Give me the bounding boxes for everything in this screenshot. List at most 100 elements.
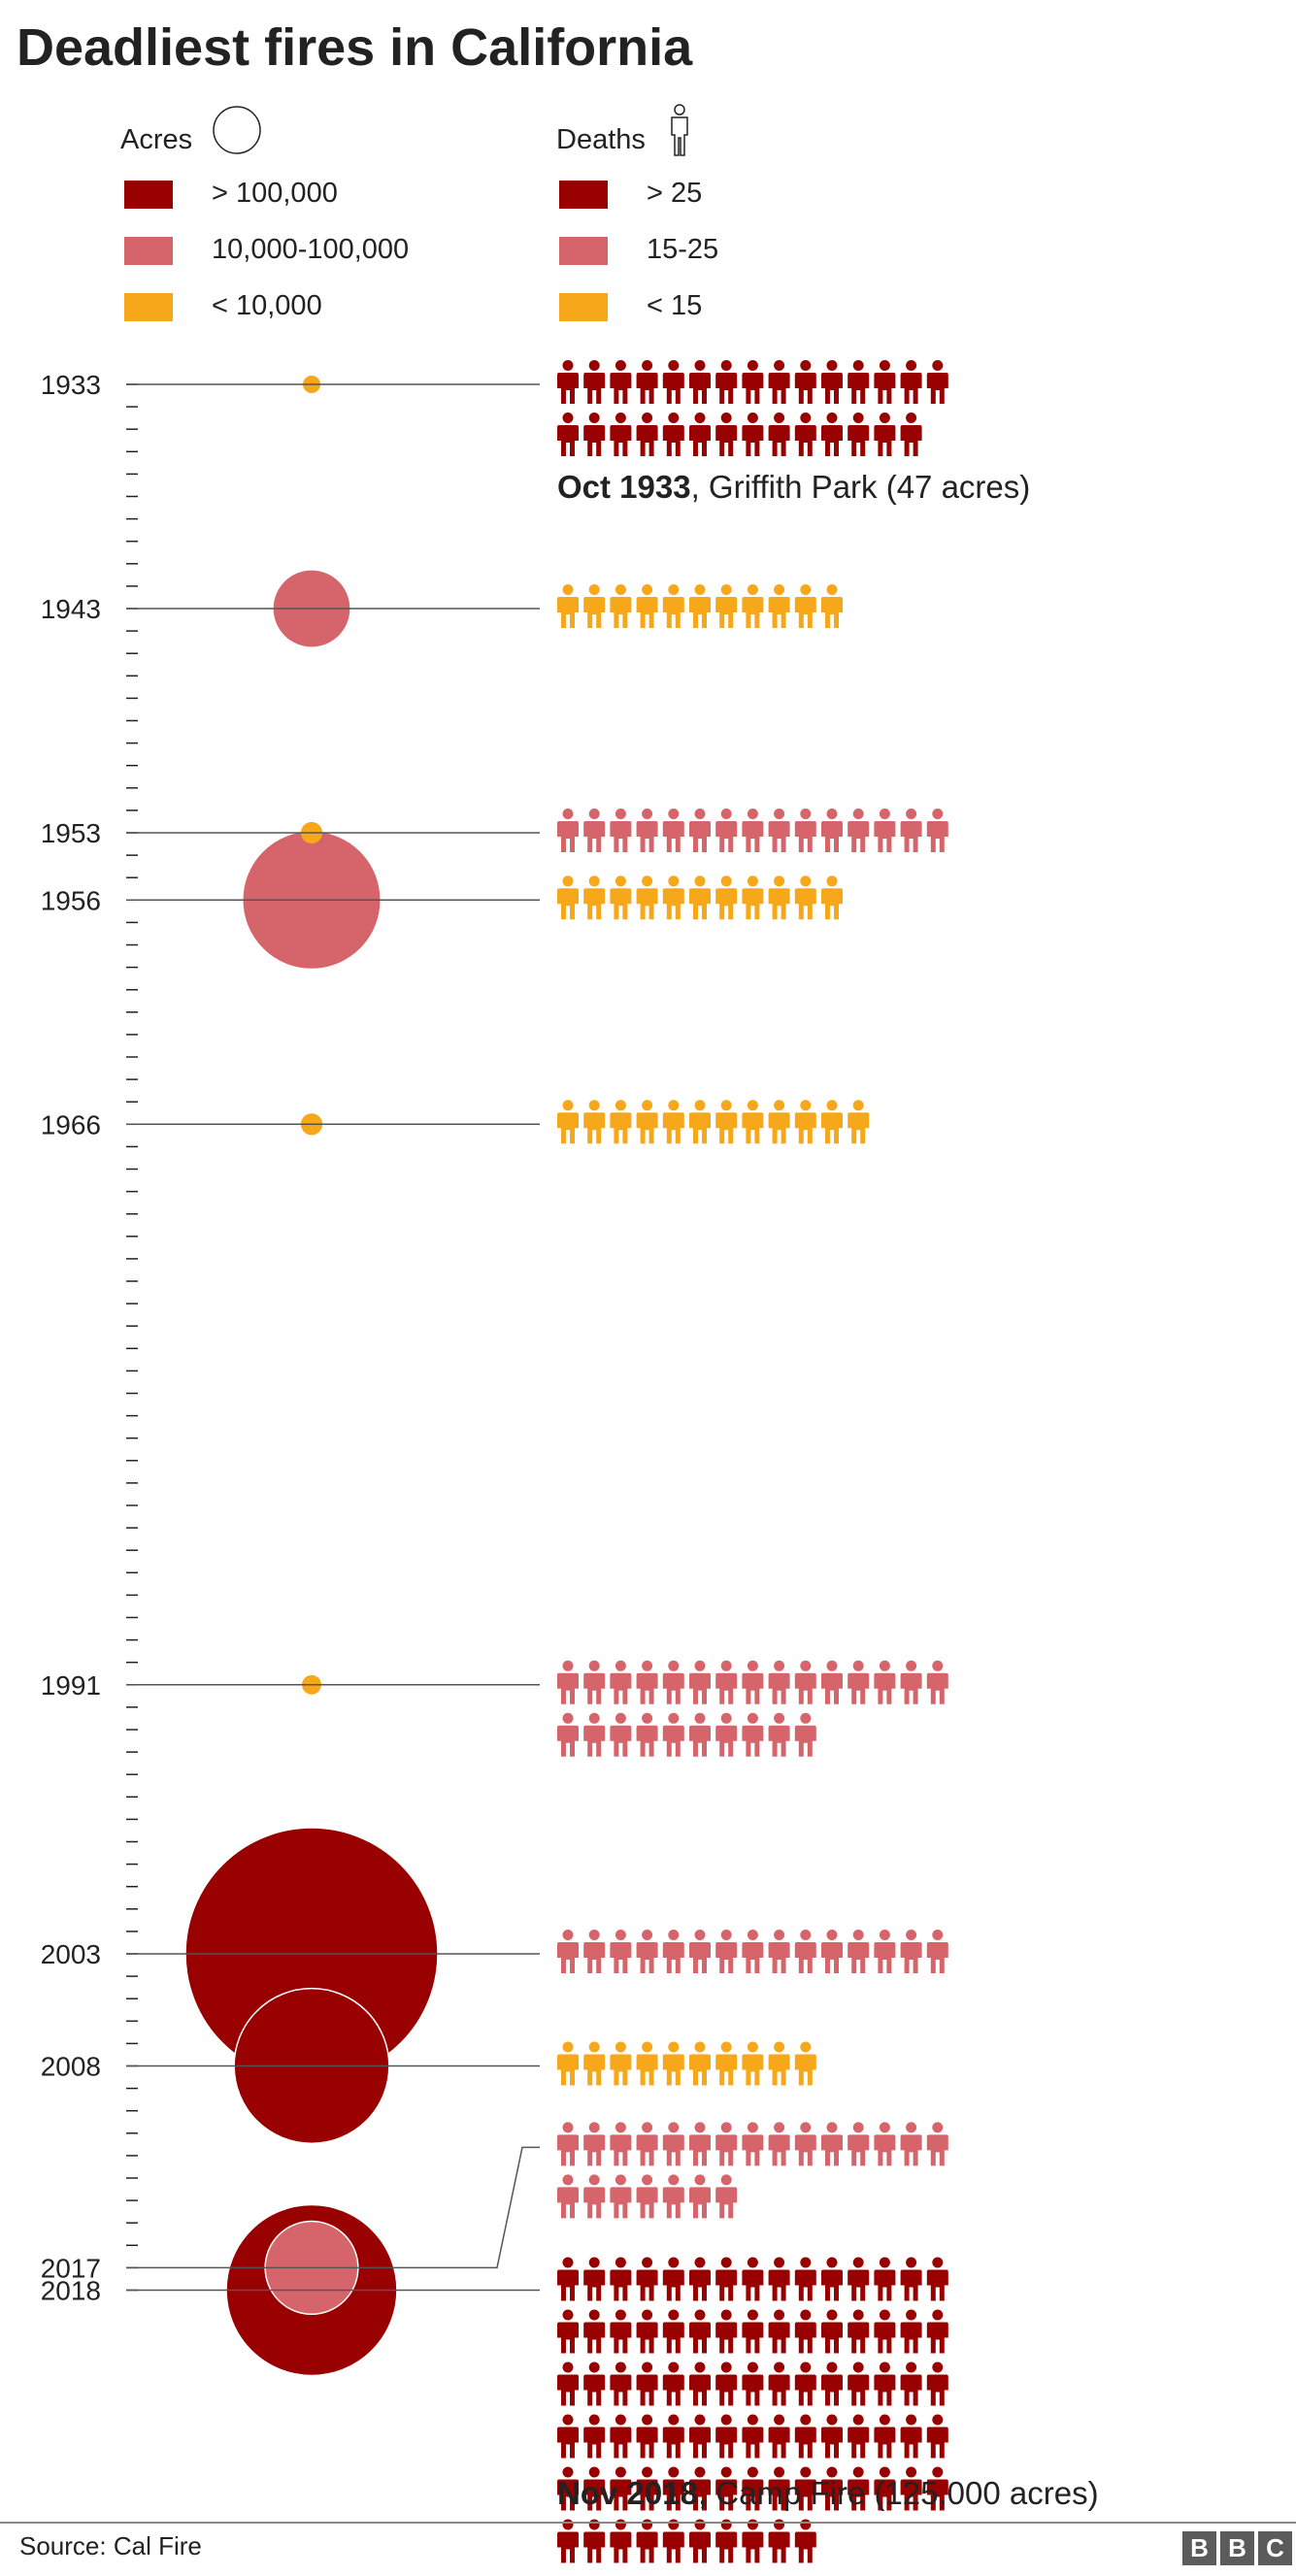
person-icon xyxy=(662,1942,684,1973)
person-icon xyxy=(826,809,838,819)
person-icon xyxy=(615,809,626,819)
person-icon xyxy=(715,1725,738,1757)
person-icon xyxy=(900,2479,922,2511)
person-icon xyxy=(557,1672,579,1704)
person-icon xyxy=(662,2054,684,2086)
person-icon xyxy=(562,2257,574,2268)
person-icon xyxy=(774,2414,785,2426)
person-icon xyxy=(932,2309,944,2321)
person-icon xyxy=(694,584,706,595)
person-icon xyxy=(662,425,684,456)
person-icon xyxy=(906,2361,917,2373)
person-icon xyxy=(615,1930,626,1940)
person-icon xyxy=(715,2187,738,2219)
person-icon xyxy=(557,425,579,456)
person-icon xyxy=(906,2466,917,2478)
person-icon xyxy=(742,2269,764,2301)
person-icon xyxy=(562,1660,574,1671)
person-icon xyxy=(615,360,626,371)
person-icon xyxy=(557,2134,579,2166)
person-icon xyxy=(610,1672,632,1704)
bbc-logo-letter-b1: B xyxy=(1182,2531,1216,2565)
legend-deaths-label-medium: 15-25 xyxy=(647,234,719,265)
person-icon xyxy=(583,1672,606,1704)
person-icon xyxy=(636,373,658,404)
person-icon xyxy=(900,2427,922,2459)
person-icon xyxy=(583,1942,606,1973)
deaths-1953 xyxy=(557,809,948,852)
person-icon xyxy=(642,2361,653,2373)
person-icon xyxy=(768,888,790,920)
person-icon xyxy=(583,821,606,852)
person-icon xyxy=(768,597,790,628)
leader-line-2017 xyxy=(126,2146,540,2269)
person-icon xyxy=(588,413,600,423)
person-icon xyxy=(615,2041,626,2053)
bbc-logo-letter-c: C xyxy=(1258,2531,1292,2565)
person-icon xyxy=(562,2122,574,2133)
person-icon xyxy=(715,373,738,404)
person-icon xyxy=(610,1725,632,1757)
person-icon xyxy=(747,2414,758,2426)
person-icon xyxy=(583,425,606,456)
legend-acres-label-high: > 100,000 xyxy=(212,178,338,209)
person-icon xyxy=(668,2309,680,2321)
person-icon xyxy=(689,2322,711,2354)
person-icon xyxy=(879,2414,890,2426)
person-icon xyxy=(821,2427,843,2459)
person-icon xyxy=(879,2257,890,2268)
person-icon xyxy=(642,2414,653,2426)
person-icon xyxy=(794,1942,816,1973)
person-icon xyxy=(821,2374,843,2406)
person-icon xyxy=(906,2414,917,2426)
person-icon xyxy=(747,2122,758,2133)
person-icon xyxy=(668,2466,680,2478)
person-icon xyxy=(847,1672,870,1704)
person-icon xyxy=(662,821,684,852)
person-icon xyxy=(668,2257,680,2268)
person-icon xyxy=(826,413,838,423)
person-icon xyxy=(562,1100,574,1111)
person-icon xyxy=(610,888,632,920)
person-icon xyxy=(610,821,632,852)
person-icon xyxy=(800,413,812,423)
person-icon xyxy=(774,2122,785,2133)
person-icon xyxy=(557,1942,579,1973)
person-icon xyxy=(874,2427,896,2459)
person-icon xyxy=(768,2054,790,2086)
person-icon xyxy=(588,809,600,819)
person-icon xyxy=(768,1725,790,1757)
person-icon xyxy=(642,1100,653,1111)
person-icon xyxy=(926,1942,948,1973)
person-icon xyxy=(926,821,948,852)
person-icon xyxy=(847,1942,870,1973)
person-icon xyxy=(768,1672,790,1704)
person-icon xyxy=(742,888,764,920)
person-icon xyxy=(636,2269,658,2301)
person-icon xyxy=(636,2531,658,2563)
person-icon xyxy=(668,1100,680,1111)
person-icon xyxy=(583,373,606,404)
person-icon xyxy=(826,2122,838,2133)
person-icon xyxy=(610,2531,632,2563)
person-icon xyxy=(615,584,626,595)
person-icon xyxy=(720,2414,732,2426)
person-icon xyxy=(852,2257,864,2268)
person-icon xyxy=(689,1725,711,1757)
person-icon xyxy=(642,809,653,819)
person-icon xyxy=(879,413,890,423)
person-icon xyxy=(747,2309,758,2321)
person-icon xyxy=(800,1930,812,1940)
person-icon xyxy=(794,373,816,404)
person-icon xyxy=(662,2479,684,2511)
person-icon xyxy=(642,875,653,887)
year-label-1991: 1991 xyxy=(41,1670,101,1701)
person-icon xyxy=(615,1660,626,1671)
person-icon xyxy=(557,821,579,852)
person-icon xyxy=(715,2427,738,2459)
person-icon xyxy=(742,2427,764,2459)
person-icon xyxy=(588,2041,600,2053)
person-icon xyxy=(926,2479,948,2511)
person-icon xyxy=(821,2269,843,2301)
person-icon xyxy=(794,2134,816,2166)
